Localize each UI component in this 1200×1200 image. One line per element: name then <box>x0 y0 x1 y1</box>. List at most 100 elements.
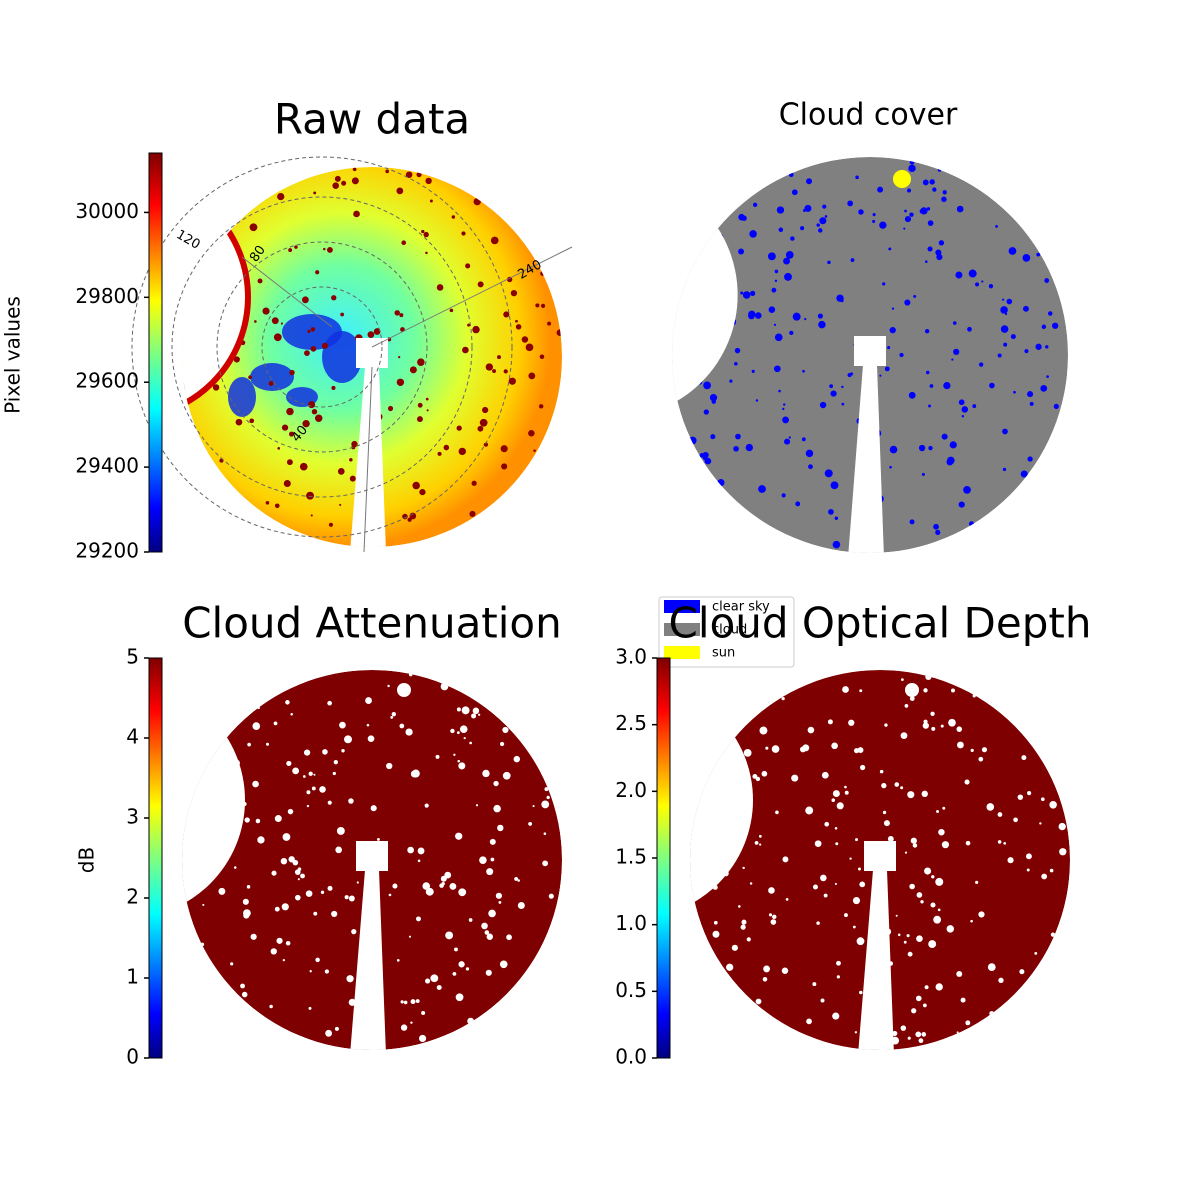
sky-spot <box>471 713 477 719</box>
sky-spot <box>931 875 935 879</box>
sky-spot <box>455 832 463 840</box>
sky-spot <box>937 168 942 172</box>
sky-spot <box>970 748 974 752</box>
sky-spot <box>1010 334 1016 340</box>
sky-spot <box>1041 873 1048 880</box>
sky-spot <box>968 521 975 527</box>
sky-spot <box>904 209 907 213</box>
sky-spot <box>468 918 473 922</box>
sky-spot <box>544 787 549 792</box>
sky-spot <box>850 258 855 262</box>
sky-spot <box>922 1003 927 1008</box>
sky-spot <box>319 786 326 793</box>
sky-spot <box>703 381 711 390</box>
sky-spot <box>882 282 886 286</box>
sky-spot <box>965 840 971 846</box>
sky-spot <box>483 442 489 447</box>
sky-spot <box>320 890 325 894</box>
sky-spot <box>703 409 709 415</box>
sky-spot <box>212 384 220 391</box>
sky-spot <box>459 725 468 733</box>
sky-image <box>690 670 1070 1050</box>
sky-spot <box>421 1010 426 1015</box>
sky-spot <box>277 192 285 201</box>
sky-spot <box>344 735 352 744</box>
sky-spot <box>451 215 456 219</box>
sky-spot <box>1035 343 1042 350</box>
sky-spot <box>265 742 270 746</box>
sky-spot <box>778 227 784 233</box>
sky-spot <box>819 217 827 225</box>
sky-spot <box>920 900 924 904</box>
sky-spot <box>765 746 769 750</box>
sky-spot <box>975 880 979 884</box>
sky-spot <box>308 401 316 409</box>
sky-spot <box>824 821 830 827</box>
sky-spot <box>353 210 360 218</box>
sky-spot <box>233 866 237 869</box>
sky-spot <box>799 746 806 753</box>
sky-spot <box>856 937 865 946</box>
panel-title: Cloud Attenuation <box>182 599 562 648</box>
sky-spot <box>538 404 544 409</box>
sky-spot <box>493 804 501 813</box>
sky-spot <box>889 327 896 334</box>
sky-spot <box>294 894 301 901</box>
sky-spot <box>909 883 915 890</box>
sky-spot <box>503 311 510 318</box>
sky-spot <box>500 445 508 453</box>
sky-spot <box>339 503 342 506</box>
sky-spot <box>450 728 455 734</box>
sky-spot <box>932 187 937 192</box>
sky-spot <box>961 415 965 418</box>
mast-shadow <box>848 365 884 553</box>
sky-spot <box>801 437 806 442</box>
sky-spot <box>836 975 840 979</box>
sky-spot <box>688 436 697 445</box>
sky-spot <box>831 798 836 802</box>
sky-spot <box>748 310 756 318</box>
sky-spot <box>895 914 898 917</box>
sky-spot <box>499 741 505 747</box>
sky-spot <box>752 773 758 779</box>
sky-spot <box>830 481 839 490</box>
sky-spot <box>924 985 929 990</box>
legend-label: clear sky <box>712 600 770 615</box>
sky-spot <box>929 179 935 185</box>
sky-spot <box>726 963 734 971</box>
sky-spot <box>306 804 310 808</box>
sky-spot <box>941 841 950 849</box>
sky-spot <box>246 885 251 889</box>
sky-spot <box>410 770 419 778</box>
sky-spot <box>282 959 285 962</box>
sky-spot <box>274 906 280 912</box>
sky-spot <box>454 947 458 952</box>
sky-spot <box>1013 390 1016 394</box>
sky-spot <box>486 868 494 876</box>
sky-spot <box>782 407 785 411</box>
sky-spot <box>416 171 422 178</box>
colorbar-tick-label: 29200 <box>75 539 139 563</box>
sky-spot <box>961 406 969 413</box>
sky-spot <box>540 303 546 309</box>
sky-spot <box>346 975 354 983</box>
sky-spot <box>493 780 499 787</box>
mast <box>854 336 886 366</box>
sky-spot <box>889 465 892 469</box>
sky-spot <box>926 370 930 375</box>
sky-spot <box>405 728 413 736</box>
sky-spot <box>829 384 834 389</box>
colorbar-tick-label: 2 <box>126 885 139 909</box>
sky-spot <box>742 866 745 870</box>
sky-spot <box>488 909 496 918</box>
sky-spot <box>1058 822 1066 831</box>
sky-spot <box>733 445 739 452</box>
sky-spot <box>836 802 844 810</box>
sky-spot <box>273 721 278 726</box>
sky-spot <box>935 529 941 536</box>
sky-spot <box>933 523 939 530</box>
sky-spot <box>485 363 494 371</box>
sky-spot <box>889 445 898 454</box>
sky-spot <box>247 742 251 747</box>
sky-spot <box>820 998 825 1003</box>
